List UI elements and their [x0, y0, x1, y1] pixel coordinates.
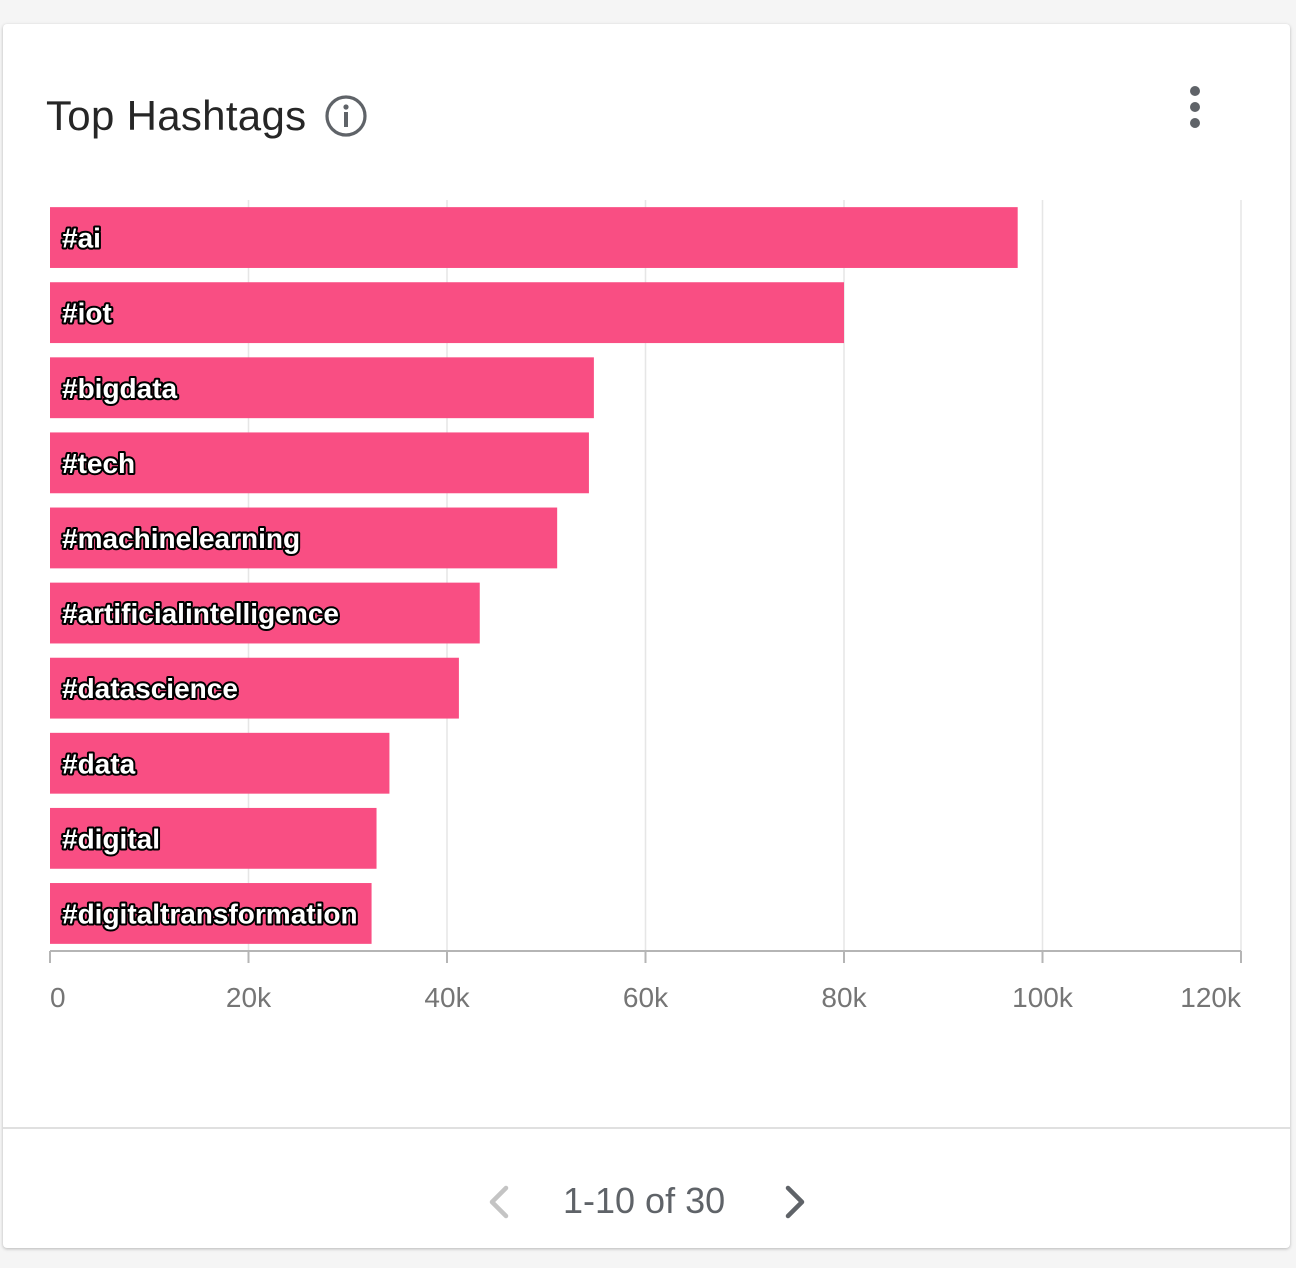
hashtag-bar-chart: #ai #iot #bigdata #tech #machinelearning #art… — [3, 24, 1290, 1124]
pagination-range: 1-10 of 30 — [563, 1180, 726, 1221]
bar-label: #data — [62, 748, 136, 779]
card-header: Top Hashtags — [46, 86, 368, 146]
bar-label: #ai — [62, 223, 101, 254]
chevron-right-icon — [785, 1185, 805, 1219]
info-icon[interactable] — [324, 94, 368, 138]
bar-bigdata — [50, 357, 594, 419]
bar-label: #datascience — [62, 673, 238, 704]
pagination: 1-10 of 30 — [3, 1174, 1290, 1230]
x-tick-label: 40k — [424, 982, 470, 1013]
bar-label: #machinelearning — [62, 523, 300, 554]
previous-page-button[interactable] — [479, 1178, 519, 1226]
top-hashtags-card: Top Hashtags #ai #iot #bigdata #tech #machin… — [3, 24, 1290, 1248]
bar-label: #artificialintelligence — [62, 598, 339, 629]
x-tick-label: 80k — [821, 982, 867, 1013]
x-tick-label: 20k — [226, 982, 272, 1013]
bar-label: #digitaltransformation — [62, 898, 358, 929]
bar-machinelearning — [50, 507, 558, 569]
more-options-button[interactable] — [1175, 81, 1215, 137]
bar-iot — [50, 282, 844, 344]
bar-label: #digital — [62, 823, 160, 854]
next-page-button[interactable] — [775, 1178, 815, 1226]
chevron-left-icon — [489, 1185, 509, 1219]
x-tick-label: 0 — [50, 982, 66, 1013]
bar-label: #tech — [62, 448, 135, 479]
chart-svg: #ai #iot #bigdata #tech #machinelearning #art… — [49, 200, 1242, 1013]
card-title: Top Hashtags — [46, 92, 307, 139]
x-tick-label: 60k — [623, 982, 669, 1013]
more-vert-icon — [1190, 86, 1200, 128]
card-divider — [3, 1127, 1290, 1129]
bar-digital — [50, 807, 377, 869]
bar-data — [50, 732, 390, 794]
bar-label: #iot — [62, 298, 112, 329]
bar-datascience — [50, 657, 459, 719]
bar-ai — [50, 207, 1018, 268]
bar-label: #bigdata — [62, 373, 178, 404]
bar-digitaltransformation — [50, 883, 372, 944]
x-tick-label: 100k — [1012, 982, 1074, 1013]
x-tick-label: 120k — [1180, 982, 1242, 1013]
bar-tech — [50, 432, 589, 494]
bar-artificialintelligence — [50, 582, 480, 644]
